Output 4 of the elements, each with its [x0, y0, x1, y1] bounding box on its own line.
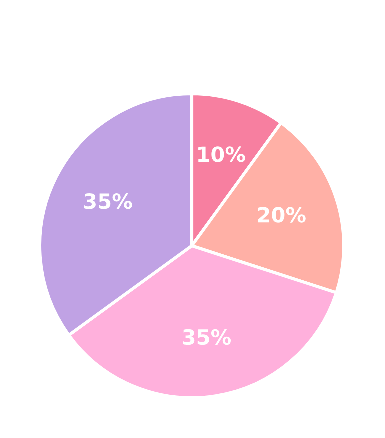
data-label: 10% — [198, 146, 246, 162]
data-label: 35% — [84, 194, 132, 210]
data-label: 35% — [183, 329, 232, 346]
data-label: 20% — [258, 207, 306, 223]
